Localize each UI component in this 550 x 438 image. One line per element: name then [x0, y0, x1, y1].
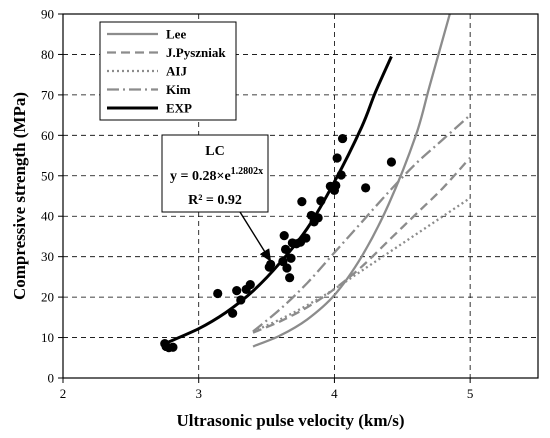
annotation-r-squared: R² = 0.92 [188, 193, 242, 208]
legend-label: EXP [166, 101, 192, 116]
legend-label: Lee [166, 27, 186, 42]
data-point [236, 295, 245, 304]
y-tick-label: 30 [41, 249, 54, 264]
x-axis-title: Ultrasonic pulse velocity (km/s) [176, 411, 404, 430]
y-tick-label: 50 [41, 168, 54, 183]
data-point [281, 245, 290, 254]
data-point [228, 309, 237, 318]
data-point [337, 170, 346, 179]
data-point [282, 263, 291, 272]
annotation-exponent: 1.2802x [231, 166, 264, 177]
x-tick-label: 4 [331, 386, 338, 401]
data-point [301, 233, 310, 242]
data-point [338, 134, 347, 143]
y-tick-label: 70 [41, 87, 54, 102]
legend-label: Kim [166, 82, 191, 97]
data-point [361, 183, 370, 192]
data-point [387, 157, 396, 166]
data-point [314, 213, 323, 222]
y-tick-label: 10 [41, 330, 54, 345]
y-tick-label: 0 [48, 371, 55, 386]
legend: Lee J.Pyszniak AIJ Kim EXP [100, 22, 236, 120]
data-point [280, 231, 289, 240]
data-point [331, 181, 340, 190]
series-line-lee [253, 14, 450, 347]
y-tick-label: 20 [41, 290, 54, 305]
y-tick-label: 60 [41, 128, 54, 143]
data-point [246, 280, 255, 289]
annotation-title: LC [205, 144, 224, 159]
data-point [168, 343, 177, 352]
y-tick-label: 40 [41, 209, 54, 224]
x-tick-label: 2 [60, 386, 67, 401]
data-point [285, 273, 294, 282]
data-point [286, 254, 295, 263]
y-axis-title: Compressive strength (MPa) [10, 92, 29, 300]
annotation-arrow [240, 212, 270, 261]
legend-label: J.Pyszniak [166, 45, 226, 60]
data-point [333, 153, 342, 162]
x-tick-label: 3 [195, 386, 202, 401]
y-tick-label: 90 [41, 7, 54, 22]
data-point [297, 197, 306, 206]
legend-label: AIJ [166, 64, 187, 79]
x-tick-label: 5 [467, 386, 474, 401]
data-point [266, 260, 275, 269]
data-point [316, 196, 325, 205]
y-tick-label: 80 [41, 47, 54, 62]
data-point [213, 289, 222, 298]
series-line-kim [253, 115, 470, 331]
data-point [232, 286, 241, 295]
